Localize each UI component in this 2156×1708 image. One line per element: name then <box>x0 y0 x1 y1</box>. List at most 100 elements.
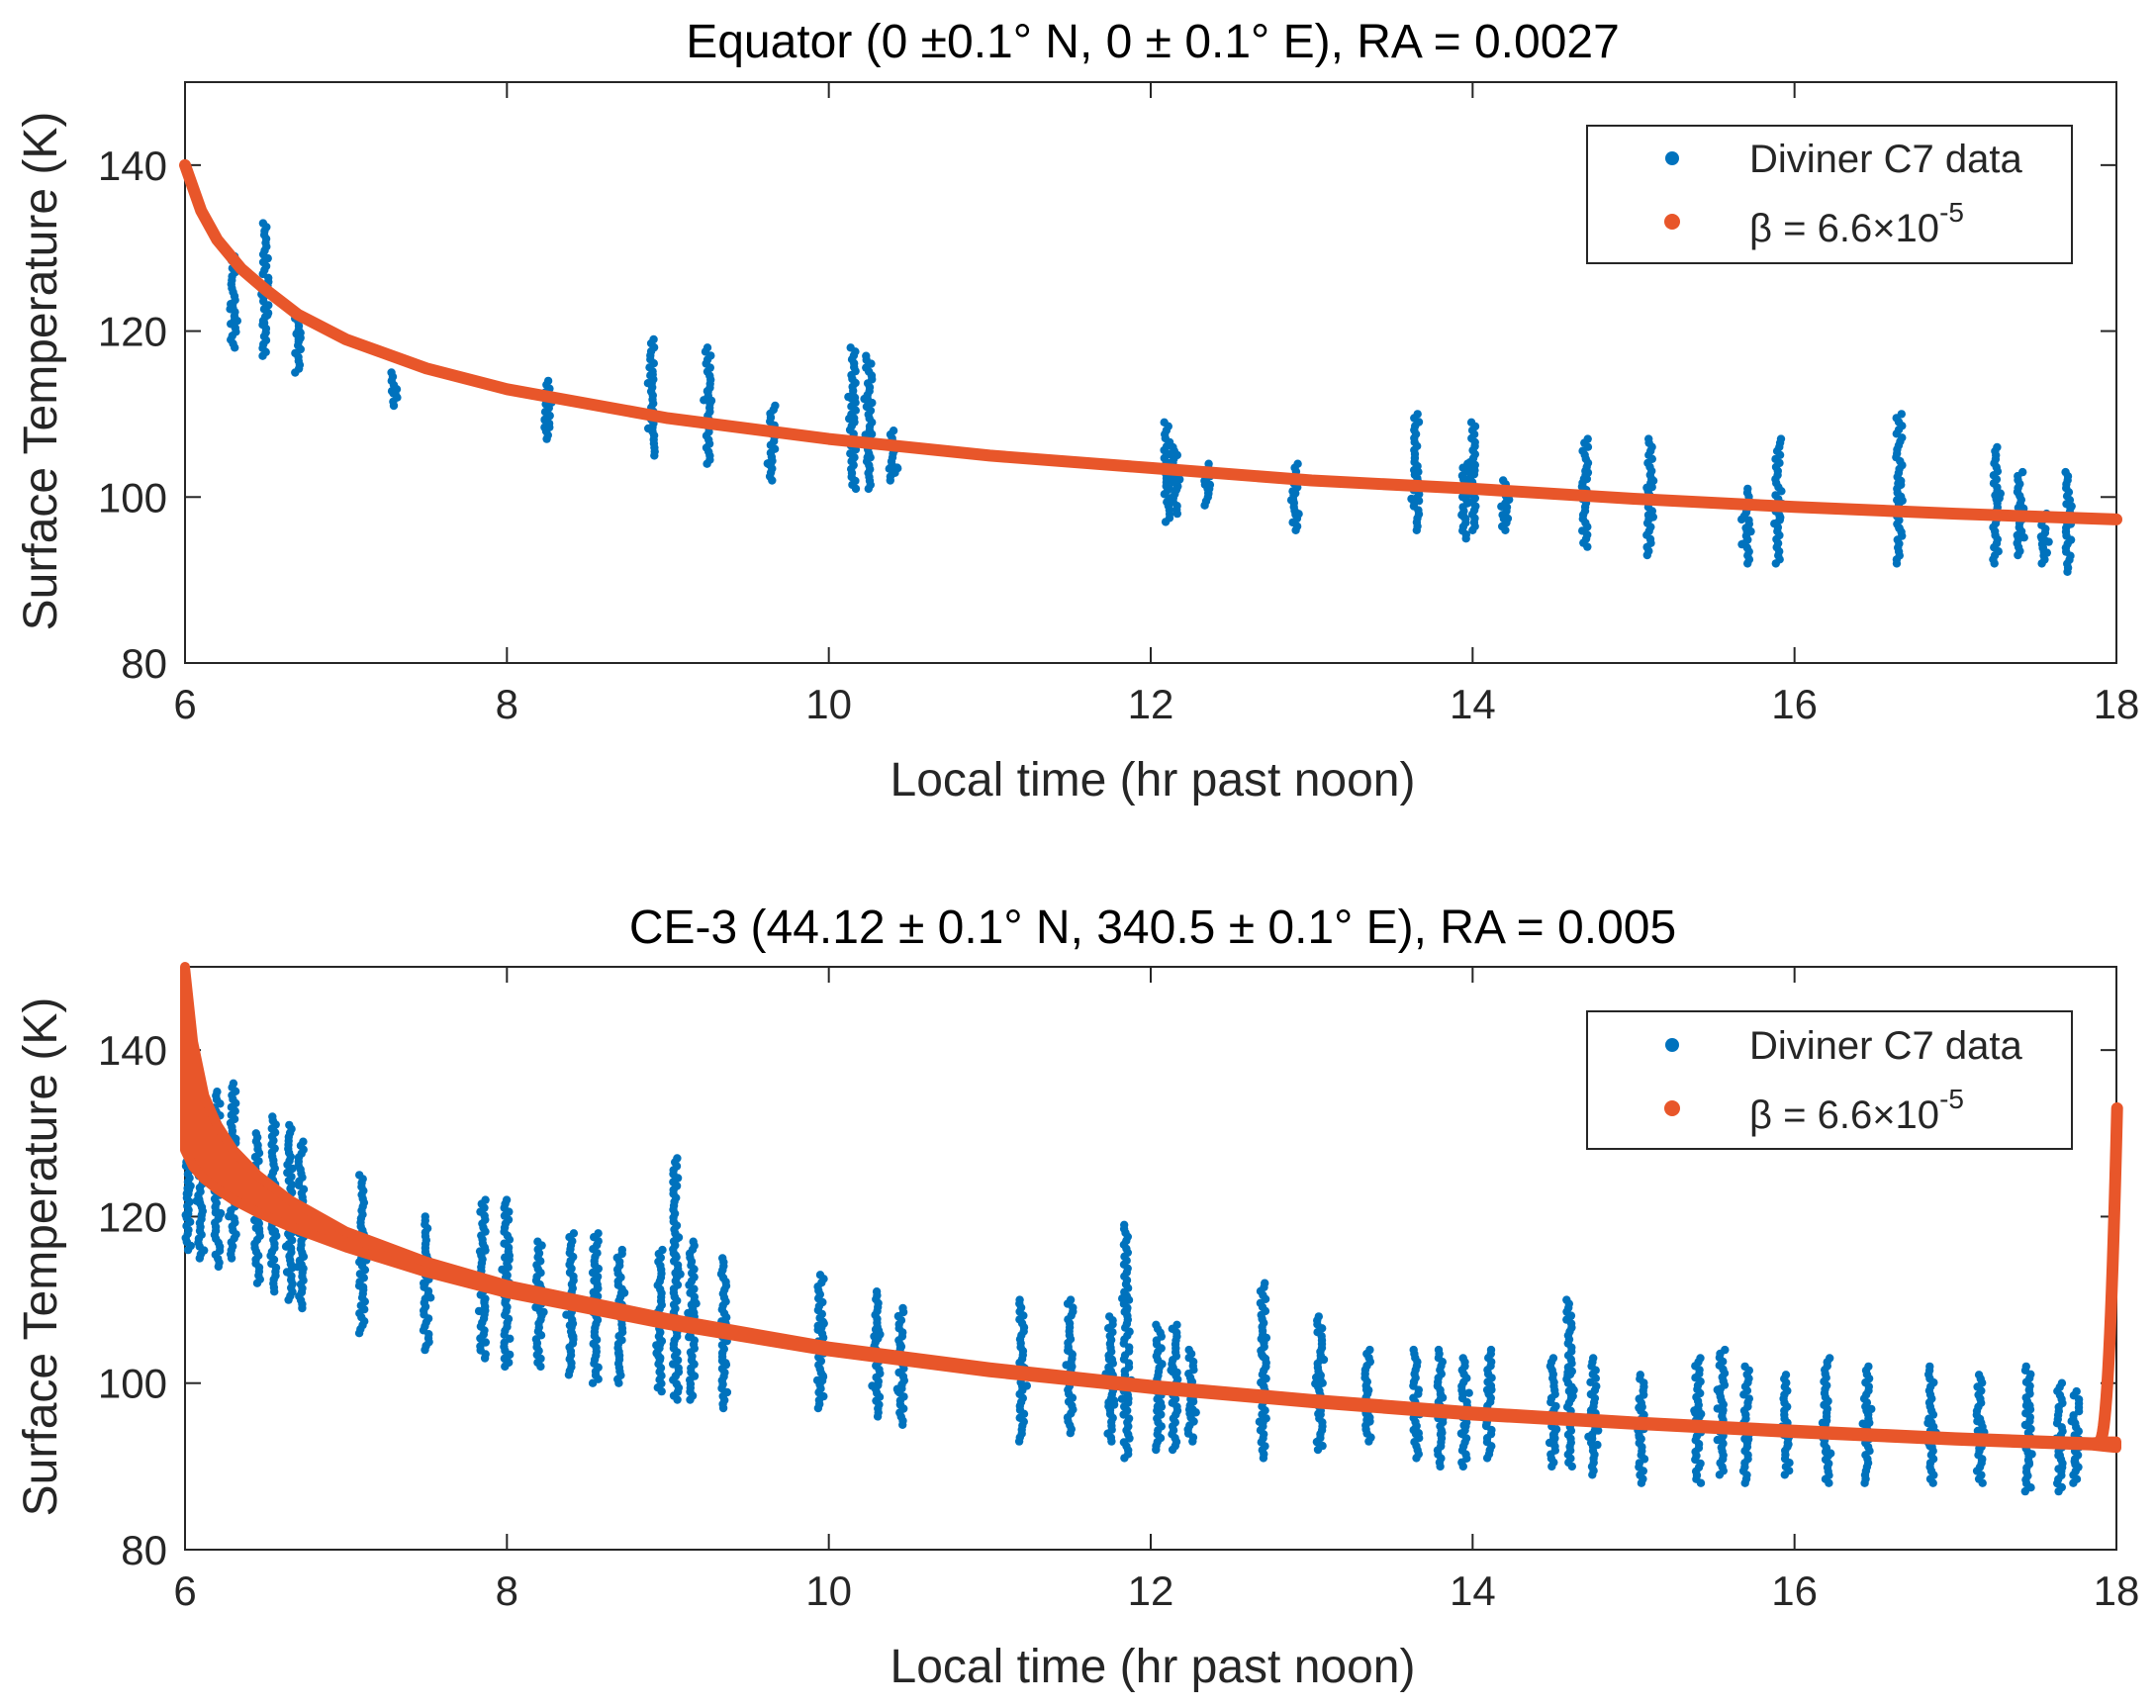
data-point <box>2054 1465 2063 1473</box>
x-tick-label: 18 <box>2094 681 2140 727</box>
data-point <box>1771 559 1781 568</box>
data-point <box>700 396 708 405</box>
data-point <box>354 1329 364 1338</box>
data-point <box>1158 1360 1167 1369</box>
data-point <box>721 1359 730 1368</box>
data-point <box>1461 534 1470 543</box>
data-point <box>1120 1454 1129 1463</box>
data-point <box>421 1345 429 1355</box>
data-point <box>1286 496 1296 505</box>
fit-band <box>180 962 2121 1454</box>
data-point <box>480 1296 489 1305</box>
data-point <box>1823 1398 1831 1407</box>
data-point <box>1501 525 1510 534</box>
data-point <box>1583 542 1592 551</box>
data-point <box>195 1254 204 1263</box>
data-point <box>1547 1462 1556 1471</box>
data-point <box>1825 1478 1833 1487</box>
data-point <box>1262 1333 1271 1343</box>
data-point <box>1713 1385 1723 1394</box>
data-point <box>1122 1306 1131 1315</box>
data-column <box>419 1212 435 1355</box>
data-point <box>1648 476 1658 485</box>
y-tick-label: 80 <box>121 640 167 687</box>
data-point <box>868 1381 877 1390</box>
data-point <box>1648 513 1658 522</box>
data-point <box>1715 1471 1725 1479</box>
data-column <box>885 427 902 485</box>
y-tick-label: 140 <box>98 1027 167 1074</box>
data-point <box>1482 1420 1491 1429</box>
data-point <box>2067 1417 2076 1426</box>
data-point <box>845 414 854 424</box>
data-point <box>1362 1415 1371 1425</box>
data-point <box>1314 1409 1323 1418</box>
data-column <box>643 334 659 460</box>
data-point <box>2037 559 2046 568</box>
data-point <box>542 434 551 443</box>
x-tick-label: 6 <box>173 681 196 727</box>
data-column <box>291 310 305 377</box>
data-point <box>706 396 716 406</box>
data-point <box>298 1303 307 1313</box>
data-point <box>498 1265 507 1275</box>
data-point <box>1191 1408 1200 1417</box>
data-point <box>812 1376 822 1385</box>
data-column <box>1972 1371 1989 1487</box>
data-column <box>1987 442 2006 568</box>
data-point <box>501 1253 510 1263</box>
tick-labels: 6 8 10 12 14 16 18 80 100 120 140 <box>98 142 2139 727</box>
data-point <box>1319 1355 1329 1365</box>
data-point <box>818 1372 827 1380</box>
x-tick-label: 12 <box>1128 681 1174 727</box>
data-point <box>1713 1435 1723 1445</box>
legend-label-fit: β = 6.6×10-5 <box>1749 197 1964 250</box>
plot-area <box>180 962 2123 1496</box>
y-tick-label: 100 <box>98 474 167 521</box>
data-point <box>1255 1417 1265 1426</box>
data-point <box>650 451 659 460</box>
data-point <box>192 1196 201 1205</box>
data-point <box>565 1321 575 1330</box>
data-column <box>1713 1345 1730 1479</box>
data-point <box>2021 1401 2031 1410</box>
data-point <box>656 1354 665 1363</box>
data-point <box>1583 468 1593 477</box>
data-point <box>851 484 861 494</box>
data-point <box>1770 520 1779 528</box>
x-tick-label: 16 <box>1771 681 1818 727</box>
data-point <box>1894 479 1903 488</box>
legend-box <box>1586 1010 2073 1150</box>
data-point <box>536 1362 545 1372</box>
data-point <box>673 1395 682 1404</box>
data-point <box>1068 1350 1077 1359</box>
data-point <box>2014 550 2022 560</box>
data-column <box>1737 484 1755 568</box>
data-point <box>1458 1462 1468 1471</box>
data-point <box>2037 534 2046 543</box>
tick-labels: 6 8 10 12 14 16 18 80 100 120 140 <box>98 1027 2139 1614</box>
data-point <box>873 1412 883 1421</box>
data-point <box>871 1325 881 1334</box>
data-point <box>1117 1394 1127 1403</box>
data-point <box>1579 474 1589 483</box>
data-point <box>1152 1445 1161 1455</box>
data-point <box>1577 482 1587 491</box>
data-point <box>676 1270 685 1279</box>
data-point <box>562 1310 571 1319</box>
fit-line <box>179 158 2122 525</box>
data-point <box>1784 1440 1793 1449</box>
data-column <box>1892 410 1907 568</box>
data-point <box>672 1234 681 1244</box>
data-point <box>1737 539 1746 549</box>
data-point <box>1436 1462 1445 1471</box>
data-point <box>1593 1440 1602 1450</box>
data-column <box>868 1287 885 1421</box>
data-point <box>421 1279 429 1288</box>
data-point <box>863 397 873 406</box>
data-point <box>1294 510 1303 519</box>
y-axis-label: Surface Temperature (K) <box>15 997 67 1517</box>
data-point <box>1690 1406 1699 1415</box>
data-point <box>2019 533 2028 542</box>
data-point <box>284 1295 293 1304</box>
